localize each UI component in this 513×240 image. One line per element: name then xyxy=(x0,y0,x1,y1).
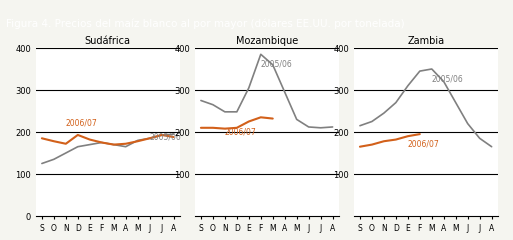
Text: Figura 4. Precios del maíz blanco al por mayor (dólares EE.UU. por tonelada): Figura 4. Precios del maíz blanco al por… xyxy=(6,18,405,29)
Text: 2005/06: 2005/06 xyxy=(432,75,464,84)
Title: Mozambique: Mozambique xyxy=(235,36,298,46)
Text: 2006/07: 2006/07 xyxy=(408,140,440,149)
Text: 2006/07: 2006/07 xyxy=(66,119,97,128)
Text: 2005/06: 2005/06 xyxy=(261,60,292,69)
Text: 2005/06: 2005/06 xyxy=(150,132,182,141)
Text: 2006/07: 2006/07 xyxy=(225,127,256,136)
Title: Sudáfrica: Sudáfrica xyxy=(85,36,131,46)
Title: Zambia: Zambia xyxy=(407,36,444,46)
